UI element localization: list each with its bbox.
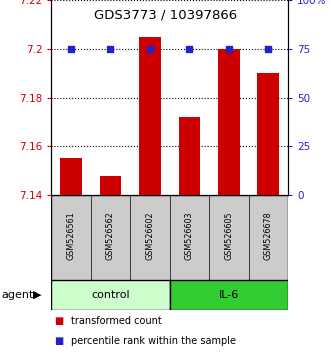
Point bbox=[265, 46, 271, 52]
Bar bbox=[178, 117, 200, 195]
Bar bbox=[218, 49, 240, 195]
Text: percentile rank within the sample: percentile rank within the sample bbox=[71, 336, 236, 346]
Text: GSM526562: GSM526562 bbox=[106, 211, 115, 260]
Text: GSM526678: GSM526678 bbox=[264, 211, 273, 260]
Text: ▶: ▶ bbox=[33, 290, 42, 300]
Text: ■: ■ bbox=[55, 336, 64, 346]
Bar bbox=[139, 36, 161, 195]
Point bbox=[187, 46, 192, 52]
Bar bbox=[169, 280, 288, 310]
Bar bbox=[100, 176, 121, 195]
Text: GSM526561: GSM526561 bbox=[67, 211, 75, 260]
Text: transformed count: transformed count bbox=[71, 316, 162, 326]
Bar bbox=[60, 159, 82, 195]
Point bbox=[69, 46, 74, 52]
Point bbox=[108, 46, 113, 52]
Point bbox=[147, 46, 153, 52]
Bar bbox=[51, 280, 169, 310]
Text: control: control bbox=[91, 290, 130, 300]
Text: agent: agent bbox=[2, 290, 34, 300]
Bar bbox=[258, 73, 279, 195]
Text: GSM526603: GSM526603 bbox=[185, 212, 194, 260]
Text: GSM526602: GSM526602 bbox=[145, 211, 155, 260]
Text: GSM526605: GSM526605 bbox=[224, 211, 233, 260]
Text: ■: ■ bbox=[55, 316, 64, 326]
Text: GDS3773 / 10397866: GDS3773 / 10397866 bbox=[94, 9, 237, 22]
Point bbox=[226, 46, 231, 52]
Text: IL-6: IL-6 bbox=[219, 290, 239, 300]
